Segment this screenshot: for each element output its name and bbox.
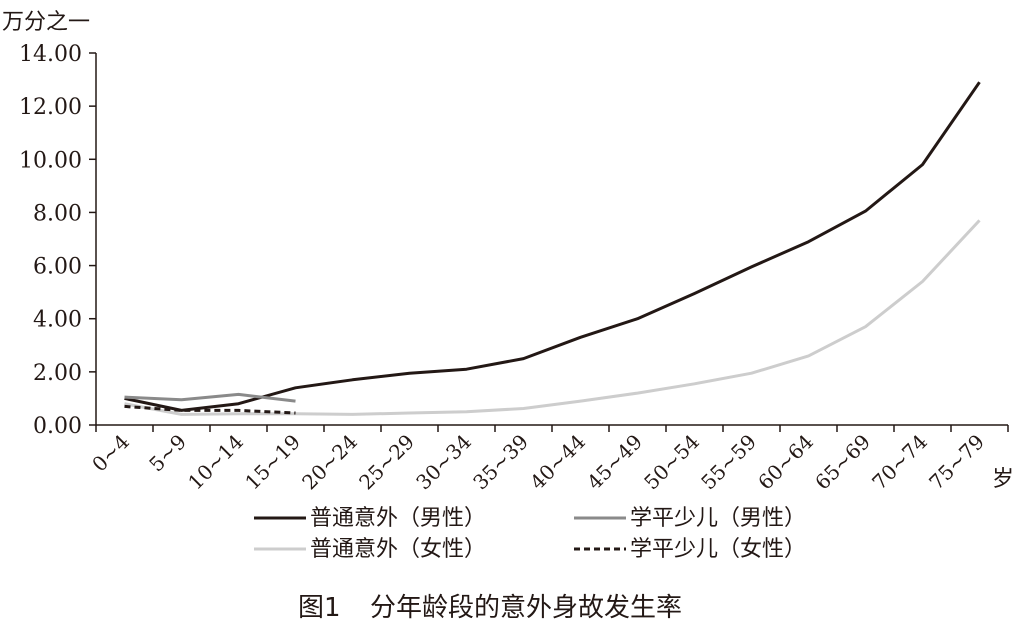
legend: 普通意外（男性） 学平少儿（男性） 普通意外（女性） 学平少儿（女性） [254, 506, 806, 562]
x-tick-label: 10~14 [183, 430, 248, 495]
x-tick-label: 5~9 [144, 430, 191, 477]
x-tick-label: 30~34 [411, 430, 476, 495]
y-axis: 0.00 2.00 4.00 6.00 8.00 10.00 12.00 14.00 [19, 42, 97, 439]
y-tick-label: 14.00 [19, 42, 82, 67]
y-tick-label: 10.00 [19, 148, 82, 173]
x-tick-label: 50~54 [639, 430, 704, 495]
x-tick-label: 75~79 [924, 430, 989, 495]
x-tick-label: 45~49 [582, 430, 647, 495]
figure-title: 分年龄段的意外身故发生率 [370, 593, 682, 623]
x-tick-label: 40~44 [525, 430, 590, 495]
x-tick-label: 0~4 [87, 430, 134, 477]
y-tick-label: 0.00 [33, 414, 82, 439]
x-tick-label: 55~59 [696, 430, 761, 495]
x-tick-label: 25~29 [354, 430, 419, 495]
legend-label-1: 学平少儿（男性） [630, 506, 806, 531]
x-tick-label: 70~74 [867, 430, 932, 495]
x-axis: 0~4 5~910~1415~1920~2425~2930~3435~3940~4… [87, 424, 1009, 495]
x-tick-label: 15~19 [240, 430, 305, 495]
series-line-2 [124, 219, 981, 416]
x-tick-label: 60~64 [753, 430, 818, 495]
y-tick-label: 6.00 [33, 255, 82, 280]
legend-label-0: 普通意外（男性） [310, 506, 486, 531]
series-line-0 [124, 81, 981, 412]
series-line-1 [124, 392, 296, 403]
legend-label-3: 学平少儿（女性） [630, 537, 806, 562]
y-tick-label: 12.00 [19, 95, 82, 120]
x-tick-label: 65~69 [810, 430, 875, 495]
legend-label-2: 普通意外（女性） [310, 537, 486, 562]
x-unit-label: 岁 [992, 467, 1014, 492]
y-tick-label: 4.00 [33, 308, 82, 333]
y-tick-label: 2.00 [33, 361, 82, 386]
series-line-3 [124, 404, 296, 415]
series-lines [124, 81, 981, 416]
figure-label: 图1 [298, 593, 341, 623]
x-tick-label: 20~24 [297, 430, 362, 495]
x-tick-label: 35~39 [468, 430, 533, 495]
y-tick-label: 8.00 [33, 201, 82, 226]
y-unit-label: 万分之一 [2, 10, 90, 35]
